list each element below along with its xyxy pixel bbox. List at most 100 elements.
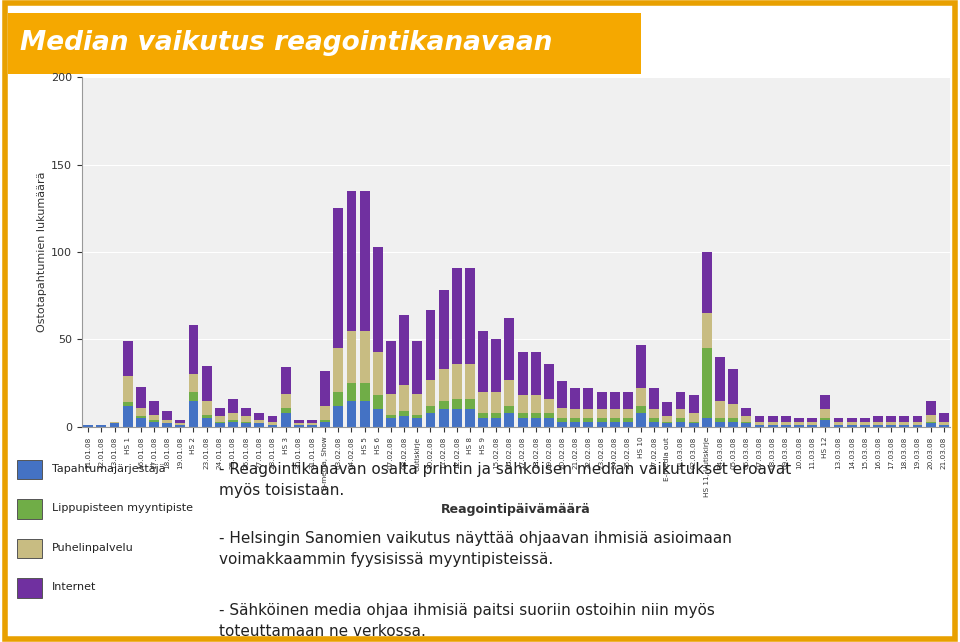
Bar bbox=[531, 352, 540, 395]
Bar bbox=[821, 410, 830, 418]
Bar bbox=[821, 395, 830, 410]
Bar bbox=[280, 413, 291, 427]
Bar bbox=[372, 395, 383, 410]
Bar bbox=[215, 417, 225, 422]
Bar bbox=[386, 394, 396, 415]
Bar bbox=[136, 386, 146, 408]
Bar bbox=[544, 364, 554, 399]
Bar bbox=[17, 539, 42, 559]
Bar bbox=[925, 422, 936, 424]
Text: - Sähköinen media ohjaa ihmisiä paitsi suoriin ostoihin niin myös
toteuttamaan n: - Sähköinen media ohjaa ihmisiä paitsi s… bbox=[219, 603, 714, 639]
Bar bbox=[913, 417, 923, 422]
Bar bbox=[833, 418, 844, 422]
Bar bbox=[821, 418, 830, 420]
Bar bbox=[531, 395, 540, 413]
Bar bbox=[136, 408, 146, 417]
Bar bbox=[188, 374, 199, 392]
Bar bbox=[452, 410, 462, 427]
Bar bbox=[372, 410, 383, 427]
Bar bbox=[123, 406, 132, 427]
Bar bbox=[241, 408, 252, 417]
Bar bbox=[517, 395, 527, 413]
Bar bbox=[176, 420, 185, 424]
Bar bbox=[715, 401, 725, 418]
Bar bbox=[372, 352, 383, 395]
Bar bbox=[649, 422, 660, 427]
Bar bbox=[517, 413, 527, 418]
Bar bbox=[96, 425, 107, 427]
Bar bbox=[939, 413, 948, 422]
Bar bbox=[768, 417, 778, 422]
Bar bbox=[570, 388, 580, 410]
Bar bbox=[768, 425, 778, 427]
Bar bbox=[162, 424, 172, 427]
Bar bbox=[136, 417, 146, 418]
Bar bbox=[333, 392, 344, 406]
Bar bbox=[900, 417, 909, 422]
Bar bbox=[662, 424, 672, 427]
Bar bbox=[636, 413, 646, 427]
Bar bbox=[360, 331, 370, 383]
Bar bbox=[505, 406, 515, 413]
Bar bbox=[188, 401, 199, 427]
Bar bbox=[241, 422, 252, 424]
Bar bbox=[794, 422, 804, 425]
Bar bbox=[202, 415, 211, 418]
Bar bbox=[755, 417, 764, 422]
Bar bbox=[688, 422, 699, 424]
Bar bbox=[452, 268, 462, 364]
Bar bbox=[452, 399, 462, 410]
Bar bbox=[676, 418, 685, 422]
Bar bbox=[17, 499, 42, 519]
Bar bbox=[847, 422, 856, 425]
Bar bbox=[505, 413, 515, 427]
Bar bbox=[136, 418, 146, 427]
Bar bbox=[294, 425, 303, 427]
Bar bbox=[505, 379, 515, 406]
Bar bbox=[413, 394, 422, 415]
Bar bbox=[228, 413, 238, 420]
Bar bbox=[544, 418, 554, 427]
Bar bbox=[17, 460, 42, 480]
Bar bbox=[439, 410, 448, 427]
Bar bbox=[215, 408, 225, 417]
Bar bbox=[729, 422, 738, 427]
Bar bbox=[794, 418, 804, 422]
Bar bbox=[636, 388, 646, 406]
Text: Tapahtumajärjestäjä: Tapahtumajärjestäjä bbox=[52, 464, 165, 474]
Bar bbox=[347, 191, 356, 331]
Bar bbox=[636, 406, 646, 413]
Bar bbox=[755, 425, 764, 427]
Bar bbox=[913, 422, 923, 425]
Bar bbox=[649, 410, 660, 418]
Bar bbox=[280, 394, 291, 408]
Bar bbox=[873, 422, 883, 425]
Bar bbox=[307, 424, 317, 425]
Bar bbox=[702, 418, 711, 427]
Bar bbox=[321, 371, 330, 406]
Bar bbox=[241, 424, 252, 427]
Bar bbox=[425, 379, 436, 406]
Bar bbox=[702, 313, 711, 348]
Bar bbox=[833, 422, 844, 425]
Bar bbox=[596, 392, 607, 410]
Bar bbox=[465, 399, 475, 410]
Bar bbox=[280, 367, 291, 394]
Y-axis label: Ostotapahtumien lukumäärä: Ostotapahtumien lukumäärä bbox=[36, 172, 47, 333]
Bar bbox=[741, 424, 752, 427]
Bar bbox=[425, 309, 436, 379]
Bar bbox=[623, 418, 633, 422]
Bar bbox=[413, 341, 422, 394]
Bar bbox=[847, 418, 856, 422]
Bar bbox=[715, 357, 725, 401]
Bar bbox=[268, 422, 277, 425]
Bar bbox=[939, 422, 948, 425]
Bar bbox=[741, 422, 752, 424]
Bar bbox=[610, 392, 619, 410]
Bar bbox=[623, 422, 633, 427]
Bar bbox=[860, 422, 870, 425]
Bar bbox=[768, 422, 778, 425]
Bar bbox=[465, 410, 475, 427]
Bar bbox=[886, 417, 896, 422]
Bar bbox=[531, 418, 540, 427]
